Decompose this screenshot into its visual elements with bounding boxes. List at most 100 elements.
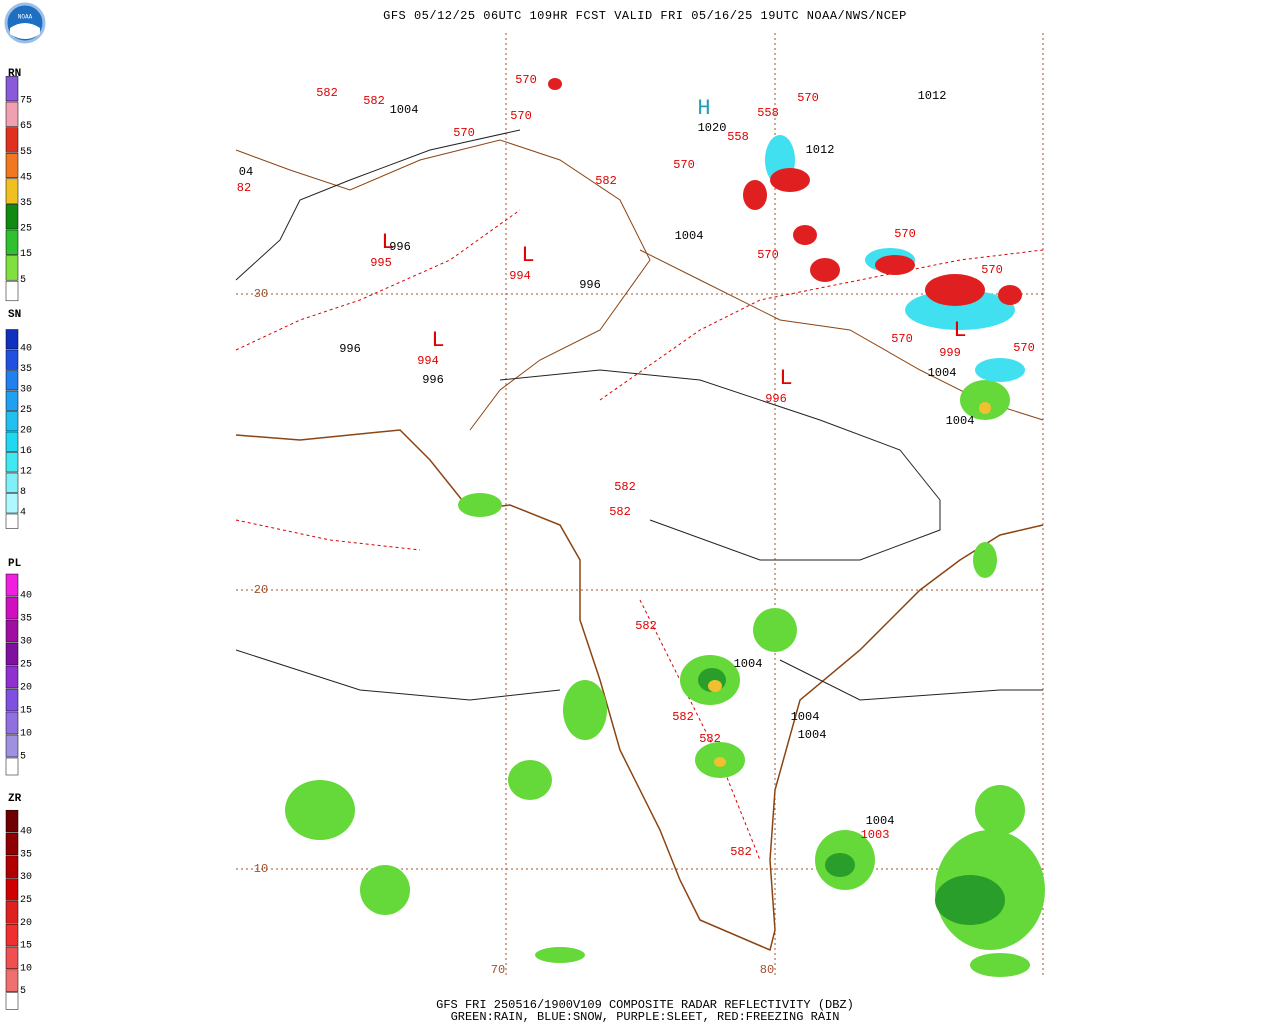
latitude-label: 20	[254, 583, 268, 597]
legend-tick-label: 20	[20, 426, 32, 437]
legend-swatch	[5, 452, 19, 473]
contour-label: 570	[894, 227, 916, 241]
contour-label: 582	[672, 710, 694, 724]
contour-label: 582	[635, 619, 657, 633]
contour-label: 582	[730, 845, 752, 859]
contour-label: 994	[417, 354, 439, 368]
logo-bird	[10, 23, 40, 39]
contour-label: 1004	[390, 103, 419, 117]
legend-tick-label: 35	[20, 364, 32, 375]
legend-swatch	[5, 493, 19, 514]
legend-swatch	[5, 832, 19, 856]
legend-swatch	[5, 280, 19, 302]
contour-label: 558	[757, 106, 779, 120]
header-title: GFS 05/12/25 06UTC 109HR FCST VALID FRI …	[383, 9, 907, 23]
legend-swatch	[5, 734, 19, 758]
longitude-label: 80	[760, 963, 774, 977]
legend-swatch	[5, 901, 19, 924]
contour-label: 570	[510, 109, 532, 123]
legend-swatch	[5, 596, 19, 620]
legend-swatch	[5, 642, 19, 666]
legend-swatch	[5, 665, 19, 689]
legend-swatch	[5, 757, 19, 776]
legend-swatch	[5, 923, 19, 947]
pressure-center: L	[381, 230, 394, 255]
legend-swatch	[5, 204, 19, 230]
legend-tick-label: 15	[20, 706, 32, 717]
legend-tick-label: 25	[20, 660, 32, 671]
contour-label: 558	[727, 130, 749, 144]
map-frame	[236, 33, 1043, 978]
contour-label: 570	[797, 91, 819, 105]
legend-swatch	[5, 349, 19, 370]
contour-label: 04	[239, 165, 253, 179]
longitude-label: 70	[491, 963, 505, 977]
legend-tick-label: 45	[20, 172, 32, 183]
contour-label: 1012	[806, 143, 835, 157]
legend-swatch	[5, 101, 19, 127]
contour-label: 999	[939, 346, 961, 360]
legend-tick-label: 35	[20, 198, 32, 209]
contour-label: 996	[389, 240, 411, 254]
legend-tick-label: 20	[20, 683, 32, 694]
contour-label: 570	[673, 158, 695, 172]
legend-swatch	[5, 513, 19, 529]
legend-swatch	[5, 76, 19, 102]
contour-label: 996	[765, 392, 787, 406]
pressure-center: H	[697, 96, 710, 121]
footer-line: GFS FRI 250516/1900V109 COMPOSITE RADAR …	[436, 998, 854, 1012]
legend-swatch	[5, 711, 19, 735]
legend-tick-label: 12	[20, 467, 32, 478]
legend-tick-label: 10	[20, 963, 32, 974]
contour-label: 570	[981, 263, 1003, 277]
contour-label: 1004	[798, 728, 827, 742]
pressure-center: L	[521, 243, 534, 268]
legend-tick-label: 35	[20, 849, 32, 860]
legend-swatch	[5, 855, 19, 878]
contour-label: 1004	[928, 366, 957, 380]
legend-tick-label: 25	[20, 224, 32, 235]
contour-label: 570	[891, 332, 913, 346]
legend-title: SN	[8, 309, 21, 321]
legend-tick-label: 15	[20, 941, 32, 952]
pressure-center: L	[953, 318, 966, 343]
legend-tick-label: 5	[20, 275, 26, 286]
contour-label: 582	[614, 480, 636, 494]
legend-tick-label: 5	[20, 752, 26, 763]
legend-swatch	[5, 472, 19, 493]
contour-label: 582	[316, 86, 338, 100]
contour-label: 996	[339, 342, 361, 356]
legend-swatch	[5, 431, 19, 452]
map	[235, 33, 1045, 978]
legend-tick-label: 16	[20, 446, 32, 457]
legend-tick-label: 40	[20, 827, 32, 838]
contour-label: 994	[509, 269, 531, 283]
pressure-center: L	[779, 366, 792, 391]
legend-swatch	[5, 878, 19, 901]
legend-tick-label: 40	[20, 591, 32, 602]
legend-title: ZR	[8, 793, 22, 805]
contour-label: 1004	[734, 657, 763, 671]
legend-swatch	[5, 255, 19, 281]
contour-label: 570	[515, 73, 537, 87]
legend-tick-label: 35	[20, 614, 32, 625]
precip	[285, 78, 1045, 977]
contour-label: 996	[579, 278, 601, 292]
contour-label: 1004	[675, 229, 704, 243]
legend-swatch	[5, 178, 19, 204]
legend-swatch	[5, 390, 19, 411]
contour-label: 582	[609, 505, 631, 519]
legend-tick-label: 30	[20, 637, 32, 648]
contour-label: 1004	[791, 710, 820, 724]
contour-label: 1004	[866, 814, 895, 828]
legend-tick-label: 30	[20, 872, 32, 883]
legend-swatch	[5, 229, 19, 255]
legend-title: PL	[8, 558, 22, 570]
legend-swatch	[5, 688, 19, 712]
contour-label: 582	[595, 174, 617, 188]
legend-tick-label: 75	[20, 96, 32, 107]
legend-swatch	[5, 992, 19, 1010]
contour-label: 570	[1013, 341, 1035, 355]
pressure-center: L	[431, 328, 444, 353]
